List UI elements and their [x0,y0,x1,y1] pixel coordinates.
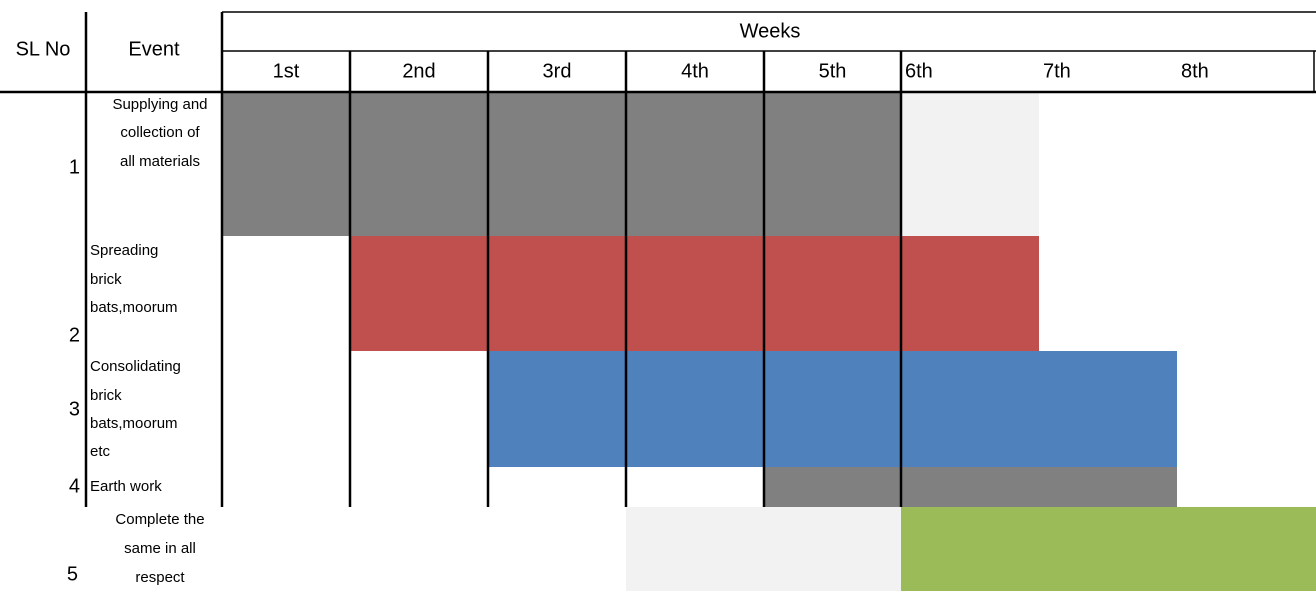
cell-fill [901,351,1039,467]
event-text: respect [135,569,185,586]
week-label: 2nd [402,60,435,82]
cell-fills [222,92,1316,591]
week-label: 5th [819,60,847,82]
cell-fill [222,92,350,236]
event-text: bats,moorum [90,415,178,432]
cell-fill [488,92,626,236]
week-label: 1st [273,60,300,82]
cell-fill [764,467,901,507]
event-header: Event [128,38,180,60]
cell-fill [764,351,901,467]
cell-fill [488,236,626,351]
week-label: 8th [1181,60,1209,82]
cell-fill [350,92,488,236]
event-text: all materials [120,153,200,170]
event-text: brick [90,387,122,404]
event-text: Consolidating [90,358,181,375]
sl-number: 2 [69,324,80,346]
cell-fill [626,351,764,467]
week-label: 6th [905,60,933,82]
cell-fill [764,92,901,236]
sl-number: 5 [67,563,78,585]
week-label: 3rd [543,60,572,82]
sl-number: 4 [69,475,80,497]
cell-fill [626,92,764,236]
cell-fill [901,92,1039,236]
cell-fill [901,467,1039,507]
weeks-header: Weeks [740,20,801,42]
cell-fill [1039,507,1177,591]
event-text: collection of [120,124,200,141]
texts: SL No Event Weeks 1st 2nd 3rd 4th 5th 6th 7th 8… [16,20,1209,586]
event-text: etc [90,443,111,460]
cell-fill [626,236,764,351]
cell-fill [901,507,1039,591]
cell-fill [350,236,488,351]
cell-fill [1039,467,1177,507]
cell-fill [1039,351,1177,467]
grid-lines [0,11,1316,507]
sl-header: SL No [16,38,71,60]
event-text: bats,moorum [90,299,178,316]
sl-number: 3 [69,398,80,420]
event-text: brick [90,271,122,288]
cell-fill [488,351,626,467]
event-text: Earth work [90,478,162,495]
cell-fill [764,507,901,591]
cell-fill [626,507,764,591]
sl-number: 1 [69,156,80,178]
event-text: Spreading [90,242,158,259]
week-label: 7th [1043,60,1071,82]
event-text: Complete the [115,511,204,528]
week-label: 4th [681,60,709,82]
cell-fill [1177,507,1316,591]
event-text: Supplying and [112,96,207,113]
cell-fill [764,236,901,351]
event-text: same in all [124,540,196,557]
cell-fill [901,236,1039,351]
